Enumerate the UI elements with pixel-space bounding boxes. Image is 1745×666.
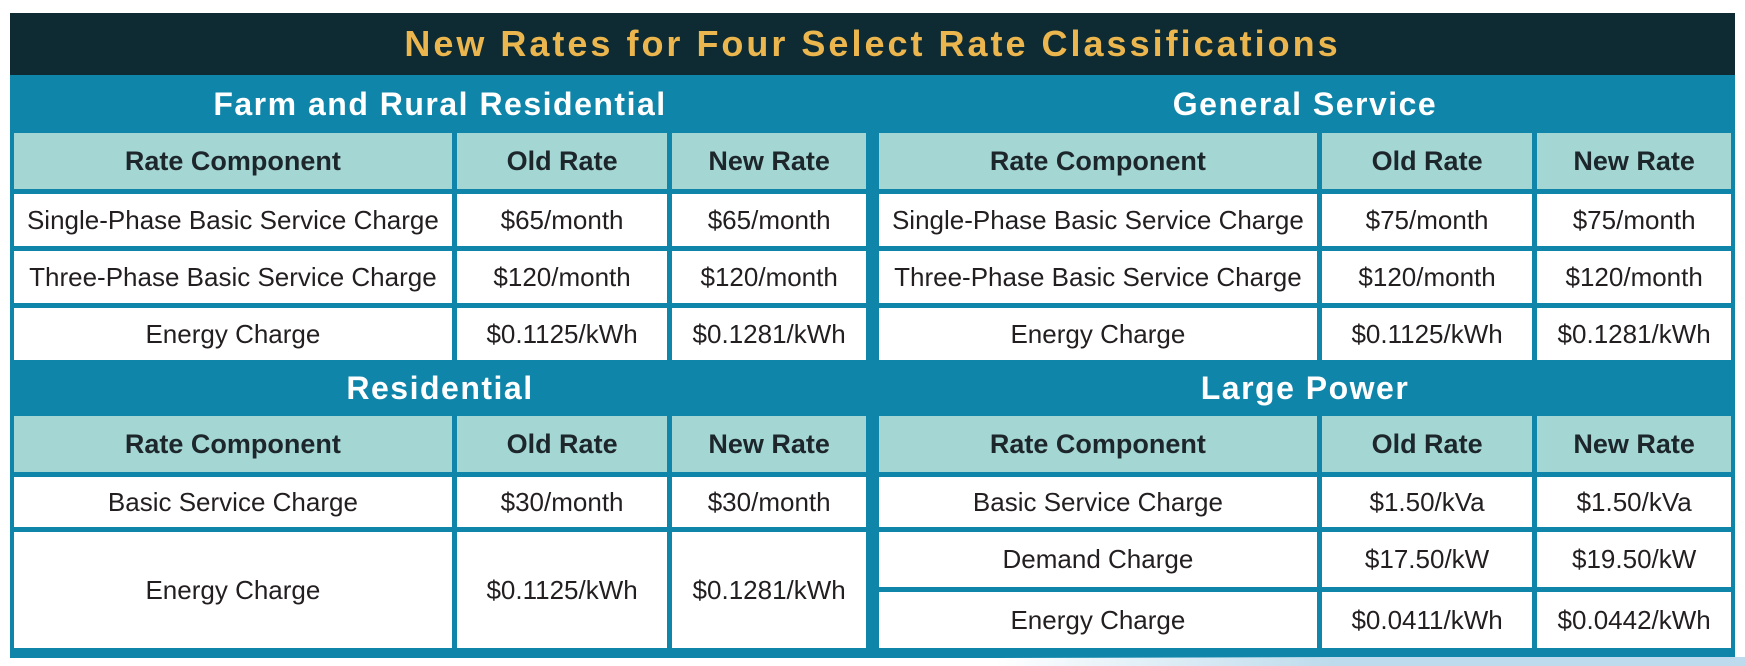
table-cell: $75/month [1537,194,1731,246]
table-large-power: Rate Component Old Rate New Rate Basic S… [879,416,1731,648]
table-cell: $0.1281/kWh [672,308,866,360]
table-cell: $0.1281/kWh [672,532,866,648]
table-residential: Rate Component Old Rate New Rate Basic S… [14,416,866,648]
top-sections-row: Farm and Rural Residential Rate Componen… [10,75,1735,360]
table-cell: Three-Phase Basic Service Charge [14,251,452,303]
column-header-new-rate: New Rate [672,416,866,472]
table-cell: $1.50/kVa [1537,477,1731,527]
table-cell: $120/month [672,251,866,303]
table-cell: Basic Service Charge [879,477,1317,527]
table-cell: $120/month [1321,251,1533,303]
bottom-accent-strip [995,657,1745,666]
column-header-old-rate: Old Rate [1321,416,1533,472]
section-residential: Residential Rate Component Old Rate New … [14,360,866,648]
section-title-farm-rural-residential: Farm and Rural Residential [213,85,667,122]
table-cell: $30/month [456,477,668,527]
table-cell: $19.50/kW [1537,532,1731,587]
column-header-new-rate: New Rate [1537,416,1731,472]
column-header-old-rate: Old Rate [456,416,668,472]
table-cell: $0.1125/kWh [456,532,668,648]
rates-table-board: New Rates for Four Select Rate Classific… [10,13,1735,658]
table-cell: Single-Phase Basic Service Charge [879,194,1317,246]
column-header-new-rate: New Rate [1537,133,1731,189]
table-cell: $30/month [672,477,866,527]
table-cell: Energy Charge [14,532,452,648]
table-cell: Three-Phase Basic Service Charge [879,251,1317,303]
column-header-rate-component: Rate Component [879,133,1317,189]
table-cell: $17.50/kW [1321,532,1533,587]
page-title: New Rates for Four Select Rate Classific… [404,23,1341,64]
section-title-general-service: General Service [1172,85,1438,122]
table-cell: $120/month [1537,251,1731,303]
title-band: New Rates for Four Select Rate Classific… [10,13,1735,75]
column-header-old-rate: Old Rate [1321,133,1533,189]
table-cell: $120/month [456,251,668,303]
table-cell: $0.0442/kWh [1537,592,1731,648]
table-cell: $65/month [672,194,866,246]
table-cell: Basic Service Charge [14,477,452,527]
table-cell: $0.0411/kWh [1321,592,1533,648]
section-general-service: General Service Rate Component Old Rate … [879,75,1731,360]
table-cell: Energy Charge [879,308,1317,360]
table-cell: $1.50/kVa [1321,477,1533,527]
column-header-rate-component: Rate Component [14,133,452,189]
column-header-old-rate: Old Rate [456,133,668,189]
table-cell: $0.1125/kWh [456,308,668,360]
table-general-service: Rate Component Old Rate New Rate Single-… [879,133,1731,360]
table-cell: Single-Phase Basic Service Charge [14,194,452,246]
table-farm-rural-residential: Rate Component Old Rate New Rate Single-… [14,133,866,360]
table-cell: $0.1281/kWh [1537,308,1731,360]
section-title-residential: Residential [346,369,534,406]
bottom-sections-row: Residential Rate Component Old Rate New … [10,360,1735,648]
column-header-rate-component: Rate Component [879,416,1317,472]
table-cell: $65/month [456,194,668,246]
table-cell: $0.1125/kWh [1321,308,1533,360]
column-header-rate-component: Rate Component [14,416,452,472]
section-large-power: Large Power Rate Component Old Rate New … [879,360,1731,648]
table-cell: Demand Charge [879,532,1317,587]
table-cell: Energy Charge [14,308,452,360]
column-header-new-rate: New Rate [672,133,866,189]
table-cell: $75/month [1321,194,1533,246]
section-title-large-power: Large Power [1200,369,1410,406]
section-farm-rural-residential: Farm and Rural Residential Rate Componen… [14,75,866,360]
table-cell: Energy Charge [879,592,1317,648]
